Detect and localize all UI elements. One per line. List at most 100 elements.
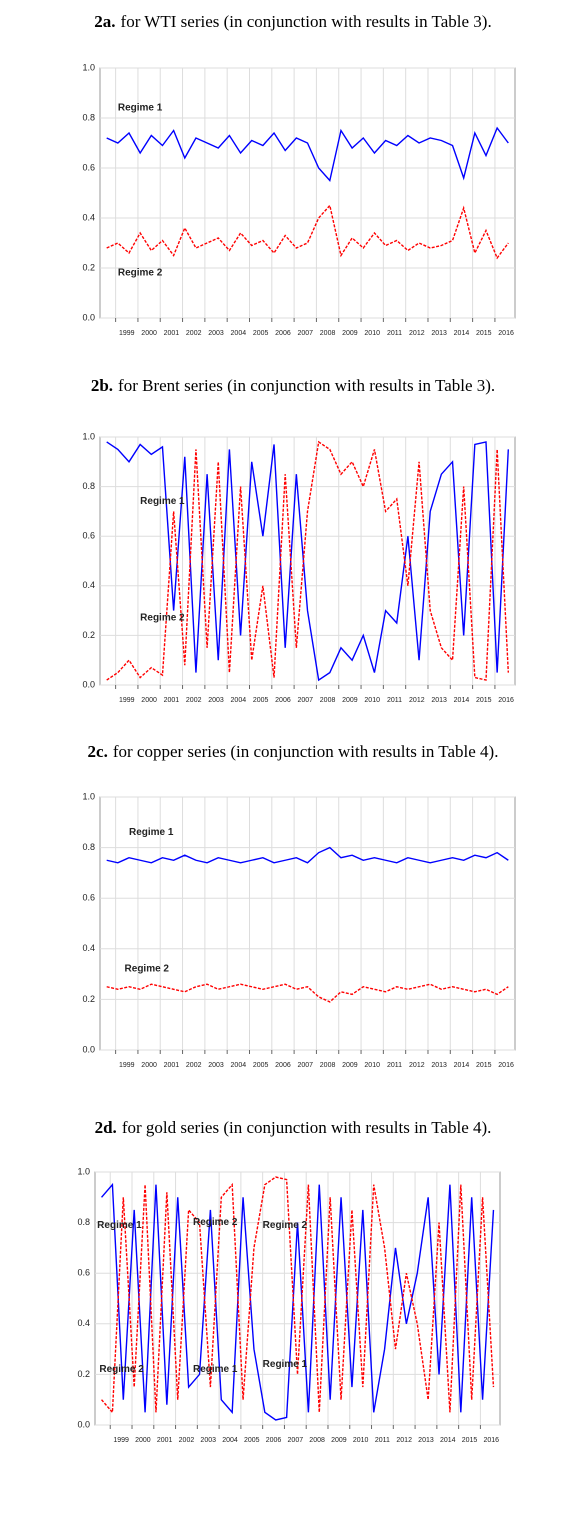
annotation: Regime 1: [118, 103, 163, 114]
heading: 2b. for Brent series (in conjunction with…: [91, 376, 495, 395]
x-tick-label: 2014: [454, 1062, 470, 1069]
annotation: Regime 2: [140, 613, 185, 624]
x-tick-label: 2009: [342, 697, 358, 704]
y-tick-label: 0.6: [82, 531, 95, 541]
y-tick-label: 1.0: [77, 1166, 90, 1176]
annotation: Regime 1: [97, 1220, 142, 1231]
x-tick-label: 2005: [244, 1437, 260, 1444]
x-tick-label: 1999: [113, 1437, 129, 1444]
series-line: [100, 1182, 495, 1421]
x-tick-label: 2004: [231, 330, 247, 337]
y-tick-label: 0.4: [77, 1318, 90, 1328]
x-tick-label: 2006: [275, 697, 291, 704]
x-tick-label: 2008: [320, 1062, 336, 1069]
x-tick-label: 2000: [141, 330, 157, 337]
x-tick-label: 2013: [418, 1437, 434, 1444]
y-tick-label: 0.8: [82, 112, 95, 122]
figure-label: 2b.: [91, 376, 113, 395]
figure-title: for gold series (in conjunction with res…: [122, 1118, 492, 1137]
series-line: [100, 1176, 495, 1415]
y-tick-label: 0.2: [77, 1369, 90, 1379]
x-tick-label: 2009: [331, 1437, 347, 1444]
x-tick-label: 2006: [275, 1062, 291, 1069]
annotation: Regime 2: [125, 964, 170, 975]
y-tick-label: 1.0: [82, 431, 95, 441]
x-tick-label: 2007: [288, 1437, 304, 1444]
y-tick-label: 0.0: [82, 679, 95, 689]
x-tick-label: 2005: [253, 330, 269, 337]
y-tick-label: 0.0: [82, 312, 95, 322]
series-line: [106, 440, 510, 681]
x-tick-label: 2012: [409, 330, 425, 337]
x-tick-label: 2004: [231, 697, 247, 704]
x-tick-label: 2000: [141, 697, 157, 704]
x-tick-label: 2016: [498, 697, 514, 704]
y-tick-label: 0.4: [82, 580, 95, 590]
x-tick-label: 2010: [353, 1437, 369, 1444]
x-tick-label: 2002: [186, 330, 202, 337]
x-tick-label: 2011: [387, 1062, 402, 1069]
annotation: Regime 2: [263, 1220, 308, 1231]
x-tick-label: 2001: [157, 1437, 173, 1444]
figure-title: for WTI series (in conjunction with resu…: [121, 12, 492, 31]
y-tick-label: 0.4: [82, 212, 95, 222]
annotation: Regime 1: [140, 496, 185, 507]
figure-label: 2d.: [95, 1118, 117, 1137]
x-tick-label: 2013: [431, 330, 447, 337]
annotation: Regime 1: [129, 827, 174, 838]
x-tick-label: 2008: [320, 697, 336, 704]
x-tick-label: 2010: [364, 330, 380, 337]
plot-area: [99, 67, 516, 319]
series-line: [106, 846, 509, 864]
y-tick-label: 0.8: [82, 842, 95, 852]
x-tick-label: 2015: [476, 330, 492, 337]
heading: 2c. for copper series (in conjunction wit…: [88, 742, 499, 761]
x-tick-label: 2015: [462, 1437, 478, 1444]
x-tick-label: 2015: [476, 1062, 492, 1069]
x-tick-label: 2003: [200, 1437, 216, 1444]
y-tick-label: 0.2: [82, 630, 95, 640]
y-tick-label: 0.8: [82, 481, 95, 491]
x-tick-label: 2011: [375, 1437, 390, 1444]
x-tick-label: 2014: [454, 697, 470, 704]
series-line: [106, 204, 509, 260]
x-tick-label: 2008: [309, 1437, 325, 1444]
x-tick-label: 2013: [431, 697, 447, 704]
x-tick-label: 2003: [208, 697, 224, 704]
x-tick-label: 2001: [164, 697, 180, 704]
x-tick-label: 2008: [320, 330, 336, 337]
x-tick-label: 2016: [498, 330, 514, 337]
x-tick-label: 2002: [179, 1437, 195, 1444]
annotation: Regime 1: [263, 1359, 308, 1370]
annotation: Regime 2: [99, 1364, 144, 1375]
annotation: Regime 2: [118, 268, 163, 279]
series-line: [106, 983, 509, 1003]
x-tick-label: 2012: [396, 1437, 412, 1444]
x-tick-label: 2003: [208, 1062, 224, 1069]
y-tick-label: 1.0: [82, 791, 95, 801]
x-tick-label: 2010: [364, 1062, 380, 1069]
x-tick-label: 2007: [297, 1062, 313, 1069]
y-tick-label: 0.6: [77, 1268, 90, 1278]
x-tick-label: 2005: [253, 697, 269, 704]
figure-title: for copper series (in conjunction with r…: [113, 742, 499, 761]
x-tick-label: 2013: [431, 1062, 447, 1069]
x-tick-label: 2002: [186, 1062, 202, 1069]
x-tick-label: 1999: [119, 697, 135, 704]
series-line: [106, 126, 509, 182]
heading: 2d. for gold series (in conjunction with …: [95, 1118, 492, 1137]
x-tick-label: 2009: [342, 330, 358, 337]
figure-label: 2c.: [88, 742, 108, 761]
x-tick-label: 2012: [409, 697, 425, 704]
x-tick-label: 2006: [266, 1437, 282, 1444]
annotation: Regime 1: [193, 1364, 238, 1375]
annotation: Regime 2: [193, 1217, 238, 1228]
x-tick-label: 1999: [119, 330, 135, 337]
x-tick-label: 2010: [364, 697, 380, 704]
x-tick-label: 2000: [141, 1062, 157, 1069]
x-tick-label: 2000: [135, 1437, 151, 1444]
x-tick-label: 2004: [231, 1062, 247, 1069]
x-tick-label: 2004: [222, 1437, 238, 1444]
